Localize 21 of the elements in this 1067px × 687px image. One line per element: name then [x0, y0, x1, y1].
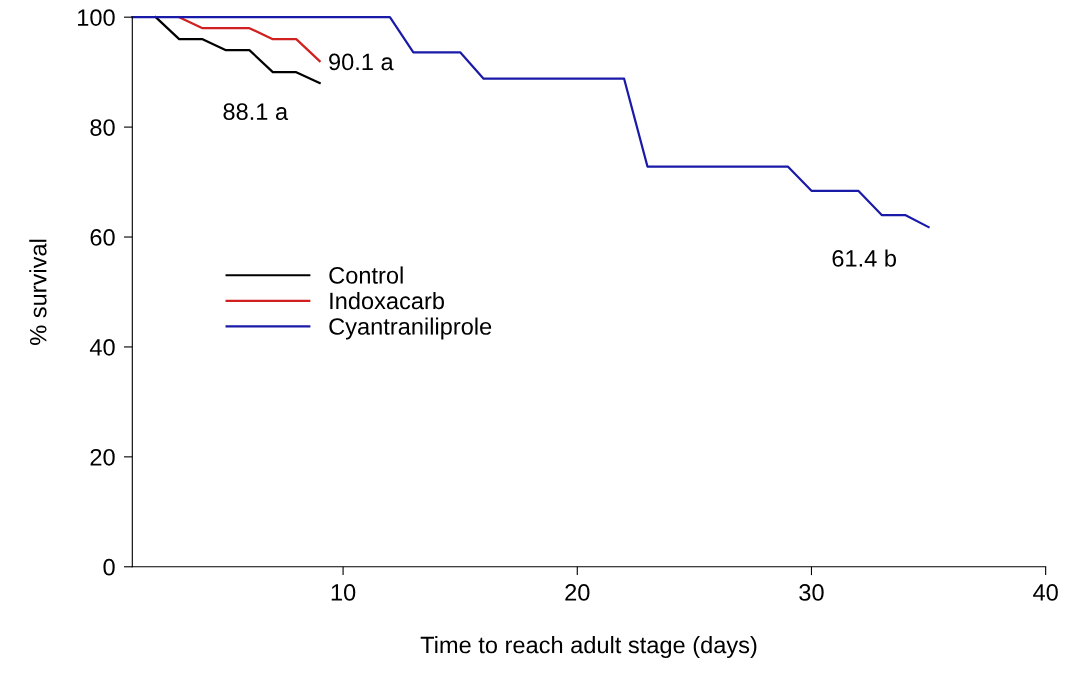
y-tick-label: 100	[78, 9, 115, 26]
x-tick-label: 20	[565, 584, 590, 601]
annotation: 88.1 a	[223, 103, 289, 121]
annotation: 61.4 b	[832, 249, 896, 267]
y-tick-label: 40	[89, 339, 115, 356]
legend-label: Control	[329, 266, 403, 284]
legend-label: Cyantraniliprole	[329, 317, 492, 340]
y-tick-label: 80	[90, 119, 115, 136]
y-tick-label: 20	[90, 448, 115, 466]
line-series	[178, 16, 321, 63]
y-tick-label: 0	[103, 558, 115, 576]
line-series	[131, 16, 930, 229]
x-tick-label: 40	[1033, 584, 1058, 601]
x-axis-title: Time to reach adult stage (days)	[420, 636, 757, 659]
annotation: 90.1 a	[329, 53, 394, 71]
y-axis-title: % survival	[29, 239, 47, 345]
x-tick-label: 30	[799, 584, 824, 601]
x-tick-label: 10	[331, 584, 356, 601]
line-series	[154, 16, 321, 85]
y-tick-label: 60	[90, 229, 115, 246]
legend-label: Indoxacarb	[330, 291, 444, 310]
